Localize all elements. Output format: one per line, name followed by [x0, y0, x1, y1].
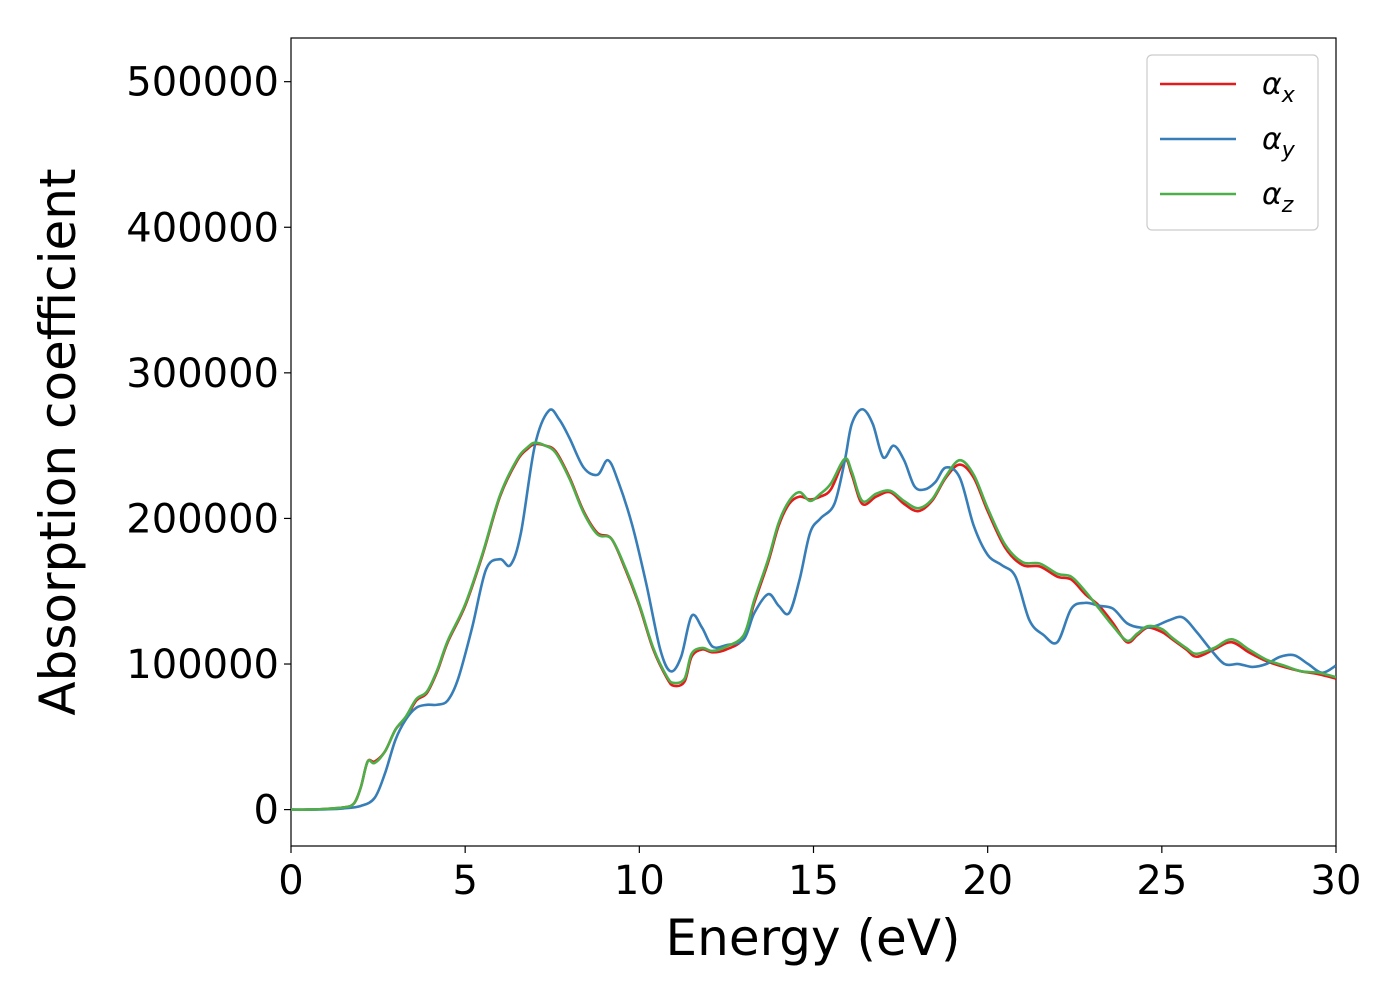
legend-label-z: αz: [1262, 177, 1294, 218]
legend-frame: [1146, 54, 1319, 231]
x-axis-ticks: 0 5 10 15 20 25 30: [278, 846, 1361, 904]
x-tick-label: 15: [788, 858, 839, 904]
y-tick-label: 500000: [126, 60, 279, 106]
series-layer: [291, 407, 1336, 811]
series-line-y: [291, 407, 1336, 811]
x-tick-label: 25: [1136, 858, 1187, 904]
x-tick-label: 30: [1311, 858, 1362, 904]
y-tick-label: 200000: [126, 496, 279, 542]
x-tick-label: 20: [962, 858, 1013, 904]
x-tick-label: 0: [278, 858, 303, 904]
series-line-z: [291, 441, 1336, 811]
y-tick-label: 0: [254, 788, 279, 834]
legend-label-x: αx: [1262, 67, 1296, 108]
y-axis-ticks: 0 100000 200000 300000 400000 500000: [126, 60, 291, 834]
x-tick-label: 10: [614, 858, 665, 904]
y-axis-label: Absorption coefficient: [29, 168, 87, 715]
x-axis-label: Energy (eV): [666, 909, 961, 967]
legend-label-y: αy: [1262, 122, 1296, 163]
y-tick-label: 400000: [126, 205, 279, 251]
legend: αx αy αz: [1146, 54, 1319, 231]
x-tick-label: 5: [452, 858, 477, 904]
y-tick-label: 100000: [126, 642, 279, 688]
y-tick-label: 300000: [126, 351, 279, 397]
